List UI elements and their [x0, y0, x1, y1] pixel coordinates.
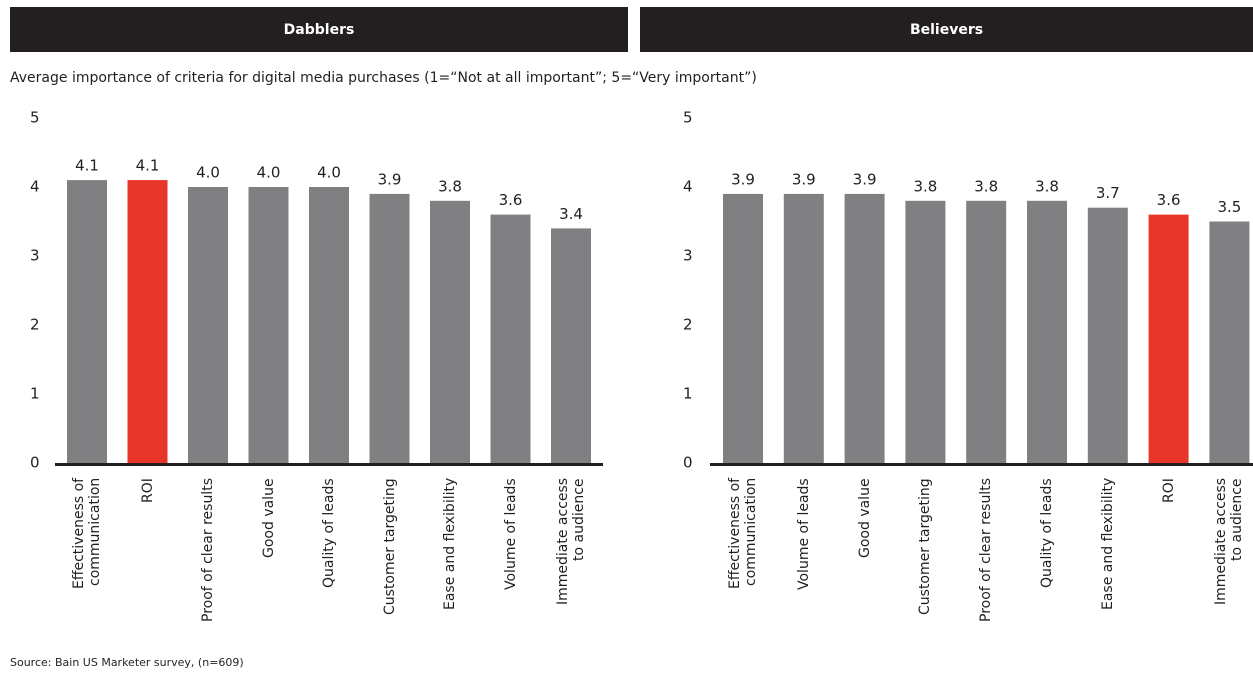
x-tick-label: Quality of leads — [321, 478, 337, 588]
bar — [723, 193, 763, 463]
bar — [127, 180, 168, 463]
x-tick-label: Ease and flexibility — [1099, 478, 1116, 611]
value-label: 3.8 — [974, 177, 998, 195]
value-label: 3.8 — [438, 177, 462, 195]
bar — [430, 200, 470, 464]
value-label: 3.8 — [913, 177, 937, 195]
bar — [248, 187, 289, 463]
x-tick-label: Good value — [260, 478, 277, 558]
y-tick-label: 3 — [30, 247, 40, 265]
bar — [1087, 207, 1128, 463]
value-label: 4.0 — [317, 164, 341, 182]
bar — [783, 193, 824, 463]
value-label: 4.0 — [257, 164, 281, 182]
value-label: 3.5 — [1217, 198, 1241, 216]
value-label: 3.9 — [792, 170, 816, 188]
x-tick-label: Proof of clear results — [978, 478, 995, 622]
bar — [67, 180, 107, 463]
x-tick-label: ROI — [139, 478, 156, 503]
bar — [966, 200, 1007, 464]
value-label: 3.9 — [853, 170, 877, 188]
y-tick-label: 1 — [30, 385, 40, 403]
value-label: 4.1 — [75, 157, 99, 175]
x-tick-label: Customer targeting — [381, 478, 398, 615]
x-tick-label: Volume of leads — [795, 478, 812, 590]
value-label: 3.9 — [378, 170, 402, 188]
y-tick-label: 4 — [683, 178, 693, 196]
y-tick-label: 2 — [683, 316, 693, 334]
value-label: 3.9 — [731, 170, 755, 188]
value-label: 3.7 — [1096, 184, 1120, 202]
bar — [188, 187, 228, 463]
bar — [1148, 214, 1189, 463]
bar — [844, 193, 885, 463]
x-tick-label: Immediate access to audience — [1213, 478, 1246, 606]
x-tick-label: Immediate access to audience — [555, 478, 587, 606]
panel-header: Dabblers — [10, 7, 628, 52]
value-label: 3.4 — [559, 205, 583, 223]
x-tick-label: Proof of clear results — [200, 478, 216, 622]
x-tick-label: Effectiveness of communication — [71, 478, 103, 590]
bar — [551, 228, 591, 463]
y-tick-label: 0 — [683, 454, 693, 472]
y-tick-label: 5 — [30, 109, 40, 127]
bar — [309, 187, 349, 463]
subtitle: Average importance of criteria for digit… — [10, 70, 757, 86]
value-label: 3.6 — [1157, 191, 1181, 209]
x-tick-label: Quality of leads — [1039, 478, 1055, 588]
bar — [490, 214, 531, 463]
x-tick-label: Good value — [856, 478, 873, 558]
source: Source: Bain US Marketer survey, (n=609) — [10, 656, 244, 669]
y-tick-label: 0 — [30, 454, 40, 472]
x-tick-label: ROI — [1160, 478, 1177, 503]
value-label: 4.0 — [196, 164, 220, 182]
bar — [369, 193, 410, 463]
bar — [905, 200, 946, 464]
x-tick-label: Ease and flexibility — [442, 478, 458, 611]
y-tick-label: 4 — [30, 178, 40, 196]
y-tick-label: 3 — [683, 247, 693, 265]
value-label: 3.6 — [499, 191, 523, 209]
bar — [1209, 221, 1250, 463]
panel-header: Believers — [640, 7, 1253, 52]
x-tick-label: Volume of leads — [502, 478, 519, 590]
value-label: 3.8 — [1035, 177, 1059, 195]
bar — [1027, 200, 1067, 464]
y-tick-label: 1 — [683, 385, 693, 403]
x-tick-label: Customer targeting — [917, 478, 934, 615]
y-tick-label: 5 — [683, 109, 693, 127]
x-tick-label: Effectiveness of communication — [727, 478, 759, 590]
y-tick-label: 2 — [30, 316, 40, 334]
value-label: 4.1 — [136, 157, 160, 175]
